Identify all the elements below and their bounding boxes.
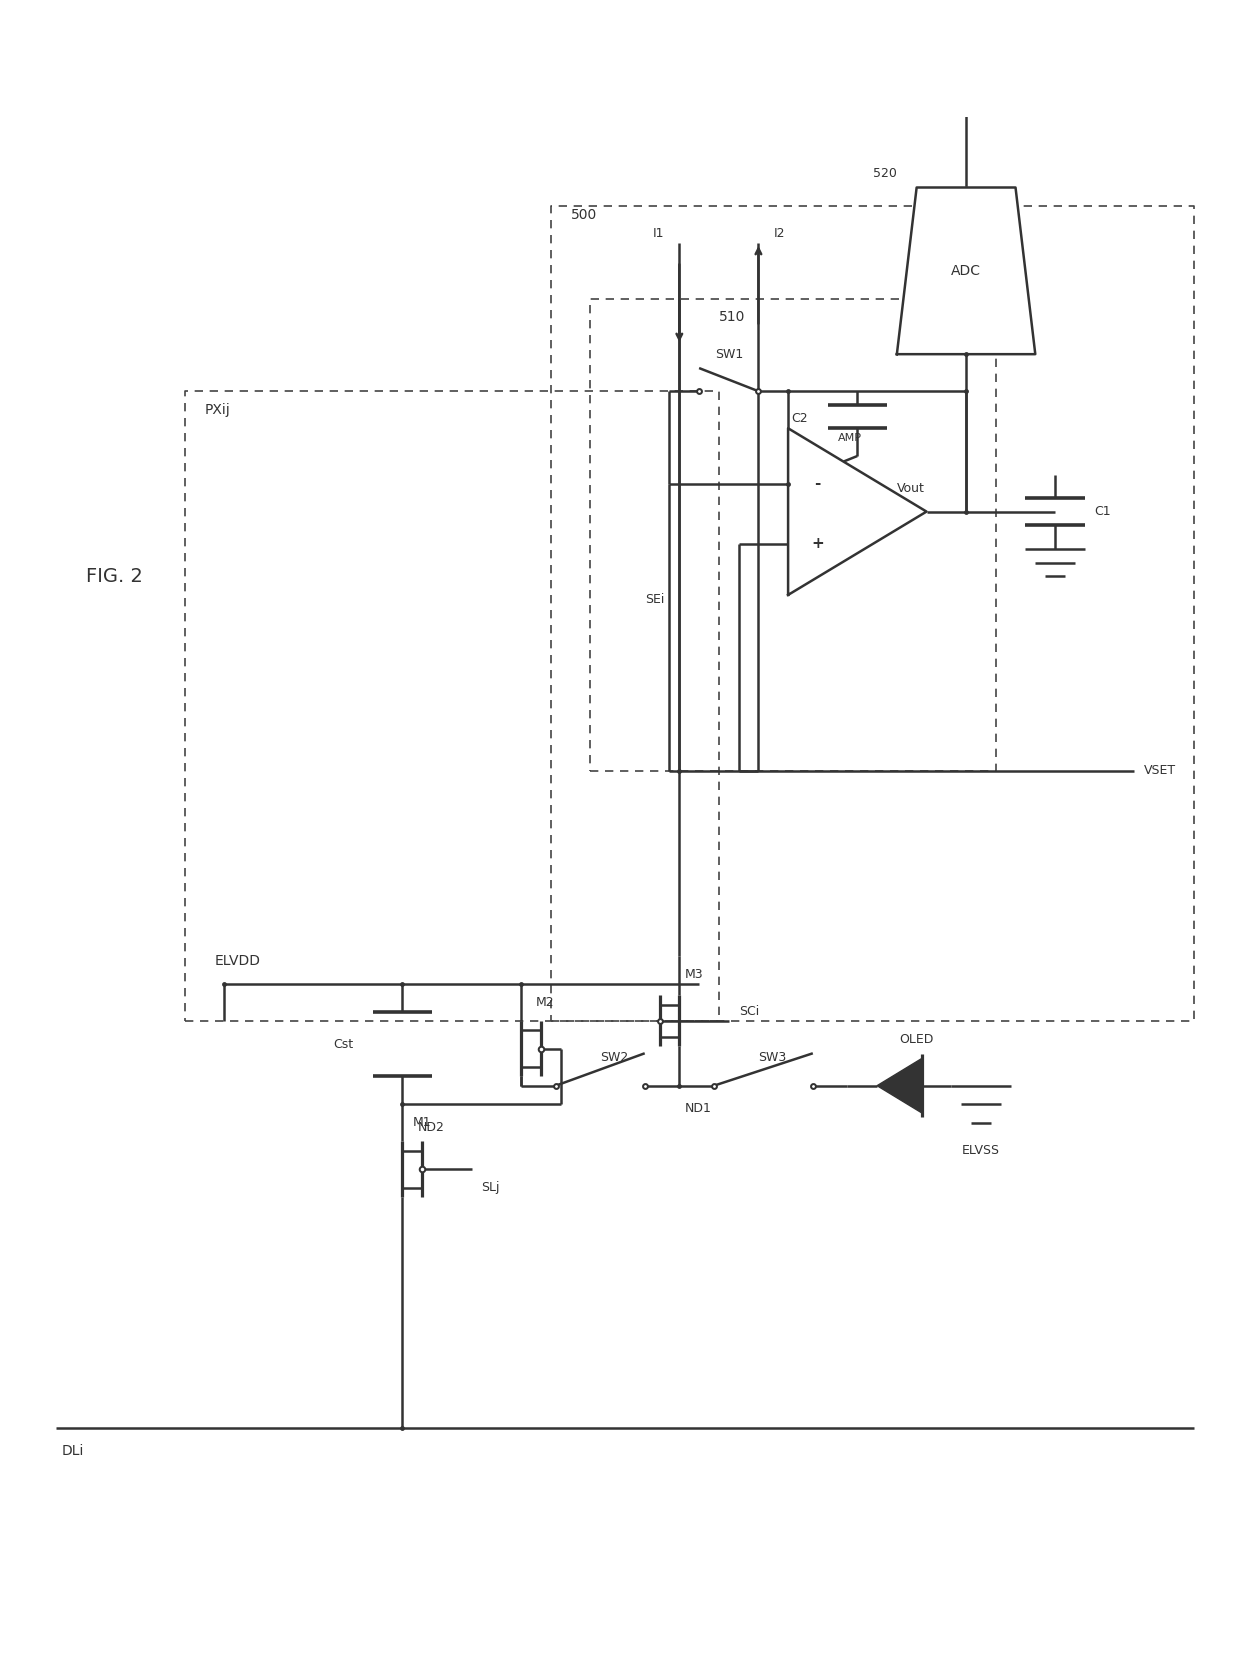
Text: Vout: Vout xyxy=(897,483,925,494)
Text: OLED: OLED xyxy=(899,1032,934,1046)
Text: ND2: ND2 xyxy=(418,1121,444,1135)
Text: -: - xyxy=(815,476,821,491)
Text: ELVSS: ELVSS xyxy=(962,1145,999,1156)
Text: SW1: SW1 xyxy=(714,347,743,360)
Text: SW2: SW2 xyxy=(600,1051,629,1064)
Text: SW3: SW3 xyxy=(759,1051,786,1064)
Text: SEi: SEi xyxy=(645,593,665,607)
Text: 520: 520 xyxy=(873,168,897,179)
Polygon shape xyxy=(789,429,926,595)
Text: M3: M3 xyxy=(684,969,703,980)
Text: I1: I1 xyxy=(653,228,665,240)
Text: FIG. 2: FIG. 2 xyxy=(86,566,143,587)
Text: M2: M2 xyxy=(536,996,554,1009)
Text: I2: I2 xyxy=(774,228,785,240)
Text: AMP: AMP xyxy=(837,432,862,442)
Text: DLi: DLi xyxy=(61,1445,84,1458)
Text: C2: C2 xyxy=(791,412,808,426)
Text: C1: C1 xyxy=(1095,504,1111,518)
Text: PXij: PXij xyxy=(205,402,231,417)
Text: ND1: ND1 xyxy=(684,1103,712,1115)
Text: ELVDD: ELVDD xyxy=(215,954,260,967)
Text: VSET: VSET xyxy=(1145,764,1177,778)
Text: SLj: SLj xyxy=(481,1182,500,1193)
Polygon shape xyxy=(877,1059,921,1113)
Text: ADC: ADC xyxy=(951,263,981,278)
Text: SCi: SCi xyxy=(739,1006,759,1017)
Text: 510: 510 xyxy=(719,310,745,323)
Text: +: + xyxy=(811,536,825,551)
Text: 500: 500 xyxy=(570,208,596,223)
Text: Cst: Cst xyxy=(332,1037,353,1051)
Polygon shape xyxy=(897,188,1035,354)
Text: M1: M1 xyxy=(413,1116,432,1130)
